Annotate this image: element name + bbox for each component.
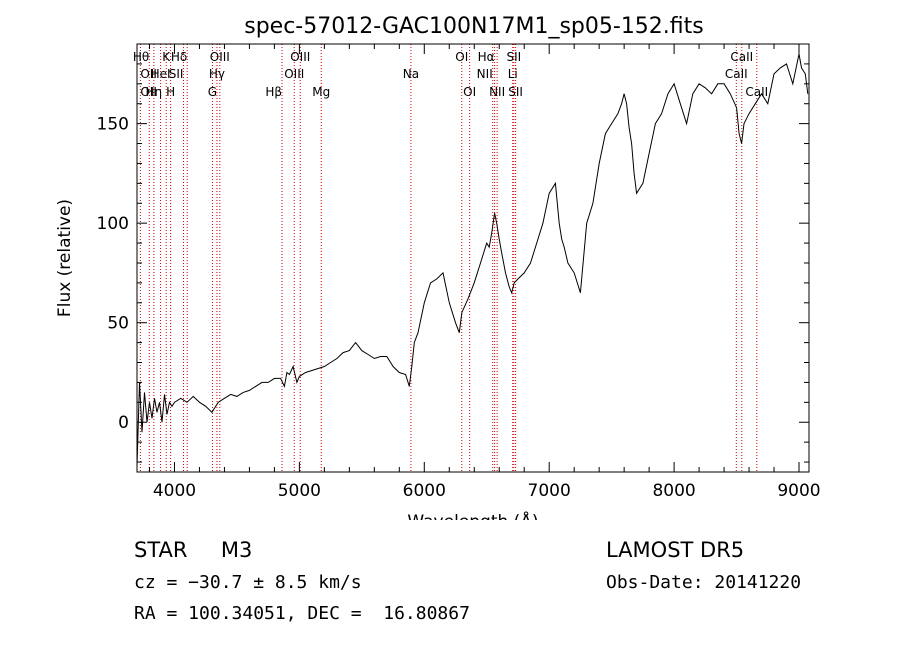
marker-label: Li [508, 67, 518, 81]
marker-label: H [166, 85, 175, 99]
marker-label: NII [489, 85, 505, 99]
y-tick-label: 100 [97, 214, 129, 234]
marker-label: Hθ [133, 50, 149, 64]
marker-label: G [208, 85, 217, 99]
x-tick-label: 5000 [278, 481, 321, 501]
x-tick-label: 6000 [403, 481, 446, 501]
obs-date: Obs-Date: 20141220 [606, 572, 802, 593]
y-axis-label: Flux (relative) [55, 199, 75, 317]
y-tick-label: 50 [107, 314, 129, 334]
marker-label: Hδ [171, 50, 187, 64]
marker-label: Mg [312, 85, 330, 99]
marker-label: OIII [210, 50, 230, 64]
chart-title: spec-57012-GAC100N17M1_sp05-152.fits [244, 14, 704, 39]
marker-label: Na [403, 67, 419, 81]
redshift-readout: cz = −30.7 ± 8.5 km/s [134, 572, 362, 593]
marker-label: K [162, 50, 171, 64]
marker-label: CaII [725, 67, 748, 81]
marker-label: SII [506, 50, 521, 64]
y-tick-label: 150 [97, 115, 129, 135]
marker-lines [139, 44, 758, 472]
plot-frame [136, 43, 810, 473]
survey-label: LAMOST DR5 [606, 538, 745, 562]
spectrum-chart: spec-57012-GAC100N17M1_sp05-152.fits Hθ K… [55, 14, 821, 520]
marker-label: OI [455, 50, 468, 64]
marker-label: Hγ [209, 67, 225, 81]
x-axis: 4000 5000 6000 7000 8000 9000 [148, 44, 821, 501]
ra-dec-readout: RA = 100.34051, DEC = 16.80867 [134, 603, 470, 624]
x-tick-label: 4000 [153, 481, 196, 501]
marker-label: OII [140, 67, 157, 81]
marker-label: OIII [290, 50, 310, 64]
object-class: STAR M3 [134, 538, 253, 562]
marker-label: Hβ [265, 85, 282, 99]
y-axis: 0 50 100 150 [97, 63, 809, 463]
marker-label: NII [477, 67, 493, 81]
marker-label: OI [463, 85, 476, 99]
marker-label: CaII [730, 50, 753, 64]
x-axis-label: Wavelength (Å) [407, 510, 538, 520]
marker-label: SII [508, 85, 523, 99]
marker-label: SII [169, 67, 184, 81]
spectrum-line [136, 53, 809, 467]
marker-label: OIII [284, 67, 304, 81]
x-tick-label: 8000 [652, 481, 695, 501]
marker-label: Hα [478, 50, 495, 64]
marker-label: OII [140, 85, 157, 99]
marker-label: CaII [745, 85, 768, 99]
marker-label: Hη [146, 85, 163, 99]
y-tick-label: 0 [118, 413, 129, 433]
marker-label: HeI [151, 67, 171, 81]
x-tick-label: 9000 [777, 481, 820, 501]
x-tick-label: 7000 [528, 481, 571, 501]
